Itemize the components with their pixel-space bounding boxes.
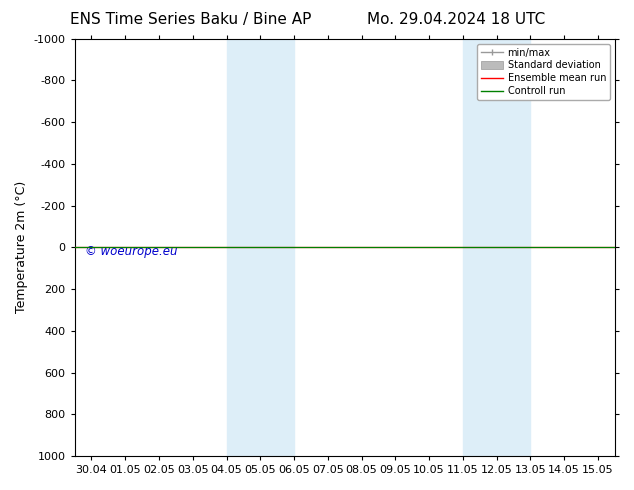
Text: © woeurope.eu: © woeurope.eu	[86, 245, 178, 258]
Text: Mo. 29.04.2024 18 UTC: Mo. 29.04.2024 18 UTC	[367, 12, 546, 27]
Legend: min/max, Standard deviation, Ensemble mean run, Controll run: min/max, Standard deviation, Ensemble me…	[477, 44, 610, 100]
Y-axis label: Temperature 2m (°C): Temperature 2m (°C)	[15, 181, 28, 314]
Bar	[226, 39, 294, 456]
Bar	[463, 39, 531, 456]
Text: ENS Time Series Baku / Bine AP: ENS Time Series Baku / Bine AP	[70, 12, 311, 27]
